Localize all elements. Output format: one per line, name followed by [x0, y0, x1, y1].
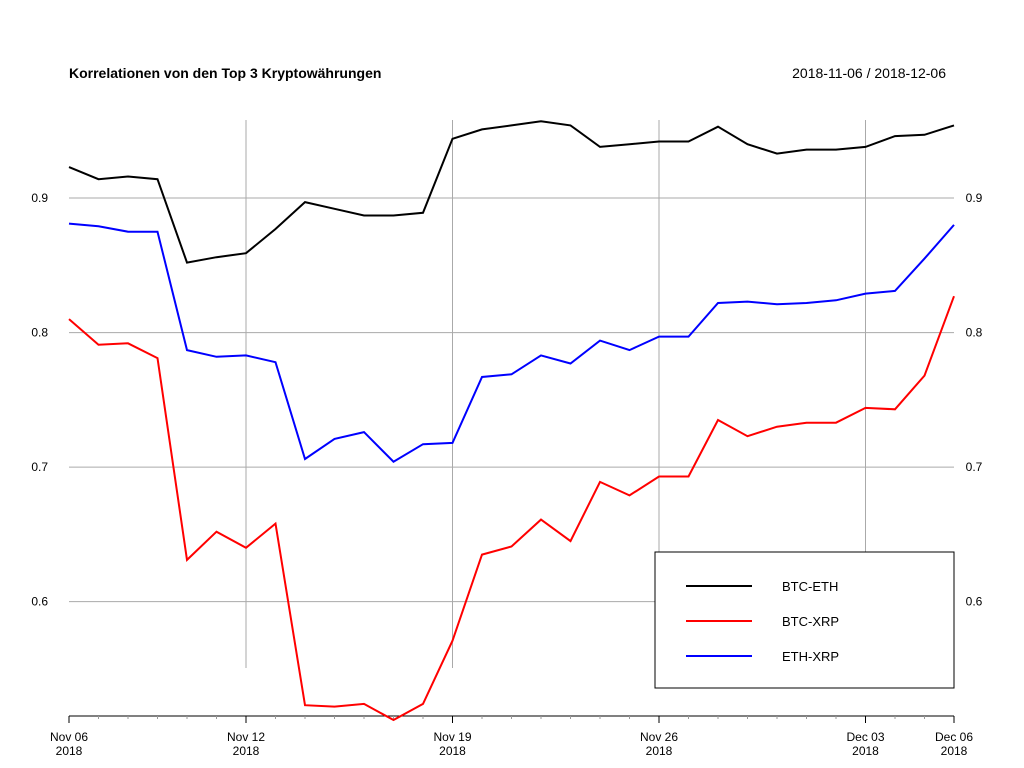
- series-line-btc-eth: [68, 120, 955, 264]
- y-tick-label-left: 0.6: [31, 595, 48, 609]
- legend: BTC-ETH BTC-XRP ETH-XRP: [654, 551, 955, 689]
- y-tick-label-left: 0.8: [31, 326, 48, 340]
- x-tick-year-label: 2018: [233, 744, 260, 758]
- y-tick-label-right: 0.7: [966, 460, 983, 474]
- y-tick-label-right: 0.9: [966, 191, 983, 205]
- series-line-eth-xrp: [68, 222, 955, 463]
- legend-label-btc-eth: BTC-ETH: [782, 579, 838, 594]
- x-tick-label: Nov 26: [640, 730, 678, 744]
- y-tick-label-right: 0.6: [966, 595, 983, 609]
- y-tick-label-right: 0.8: [966, 326, 983, 340]
- series-layer: [68, 120, 955, 722]
- x-tick-label: Nov 19: [433, 730, 471, 744]
- x-tick-year-label: 2018: [439, 744, 466, 758]
- y-tick-label-left: 0.7: [31, 460, 48, 474]
- x-tick-label: Dec 06: [935, 730, 973, 744]
- chart-date-range: 2018-11-06 / 2018-12-06: [792, 65, 946, 81]
- chart-title: Korrelationen von den Top 3 Kryptowährun…: [69, 65, 381, 81]
- legend-label-btc-xrp: BTC-XRP: [782, 614, 839, 629]
- x-tick-year-label: 2018: [941, 744, 968, 758]
- legend-label-eth-xrp: ETH-XRP: [782, 649, 839, 664]
- x-tick-year-label: 2018: [56, 744, 83, 758]
- x-tick-label: Nov 12: [227, 730, 265, 744]
- x-tick-label: Nov 06: [50, 730, 88, 744]
- x-tick-label: Dec 03: [846, 730, 884, 744]
- x-tick-year-label: 2018: [852, 744, 879, 758]
- x-tick-year-label: 2018: [646, 744, 673, 758]
- series-line-btc-xrp: [68, 295, 955, 722]
- y-tick-label-left: 0.9: [31, 191, 48, 205]
